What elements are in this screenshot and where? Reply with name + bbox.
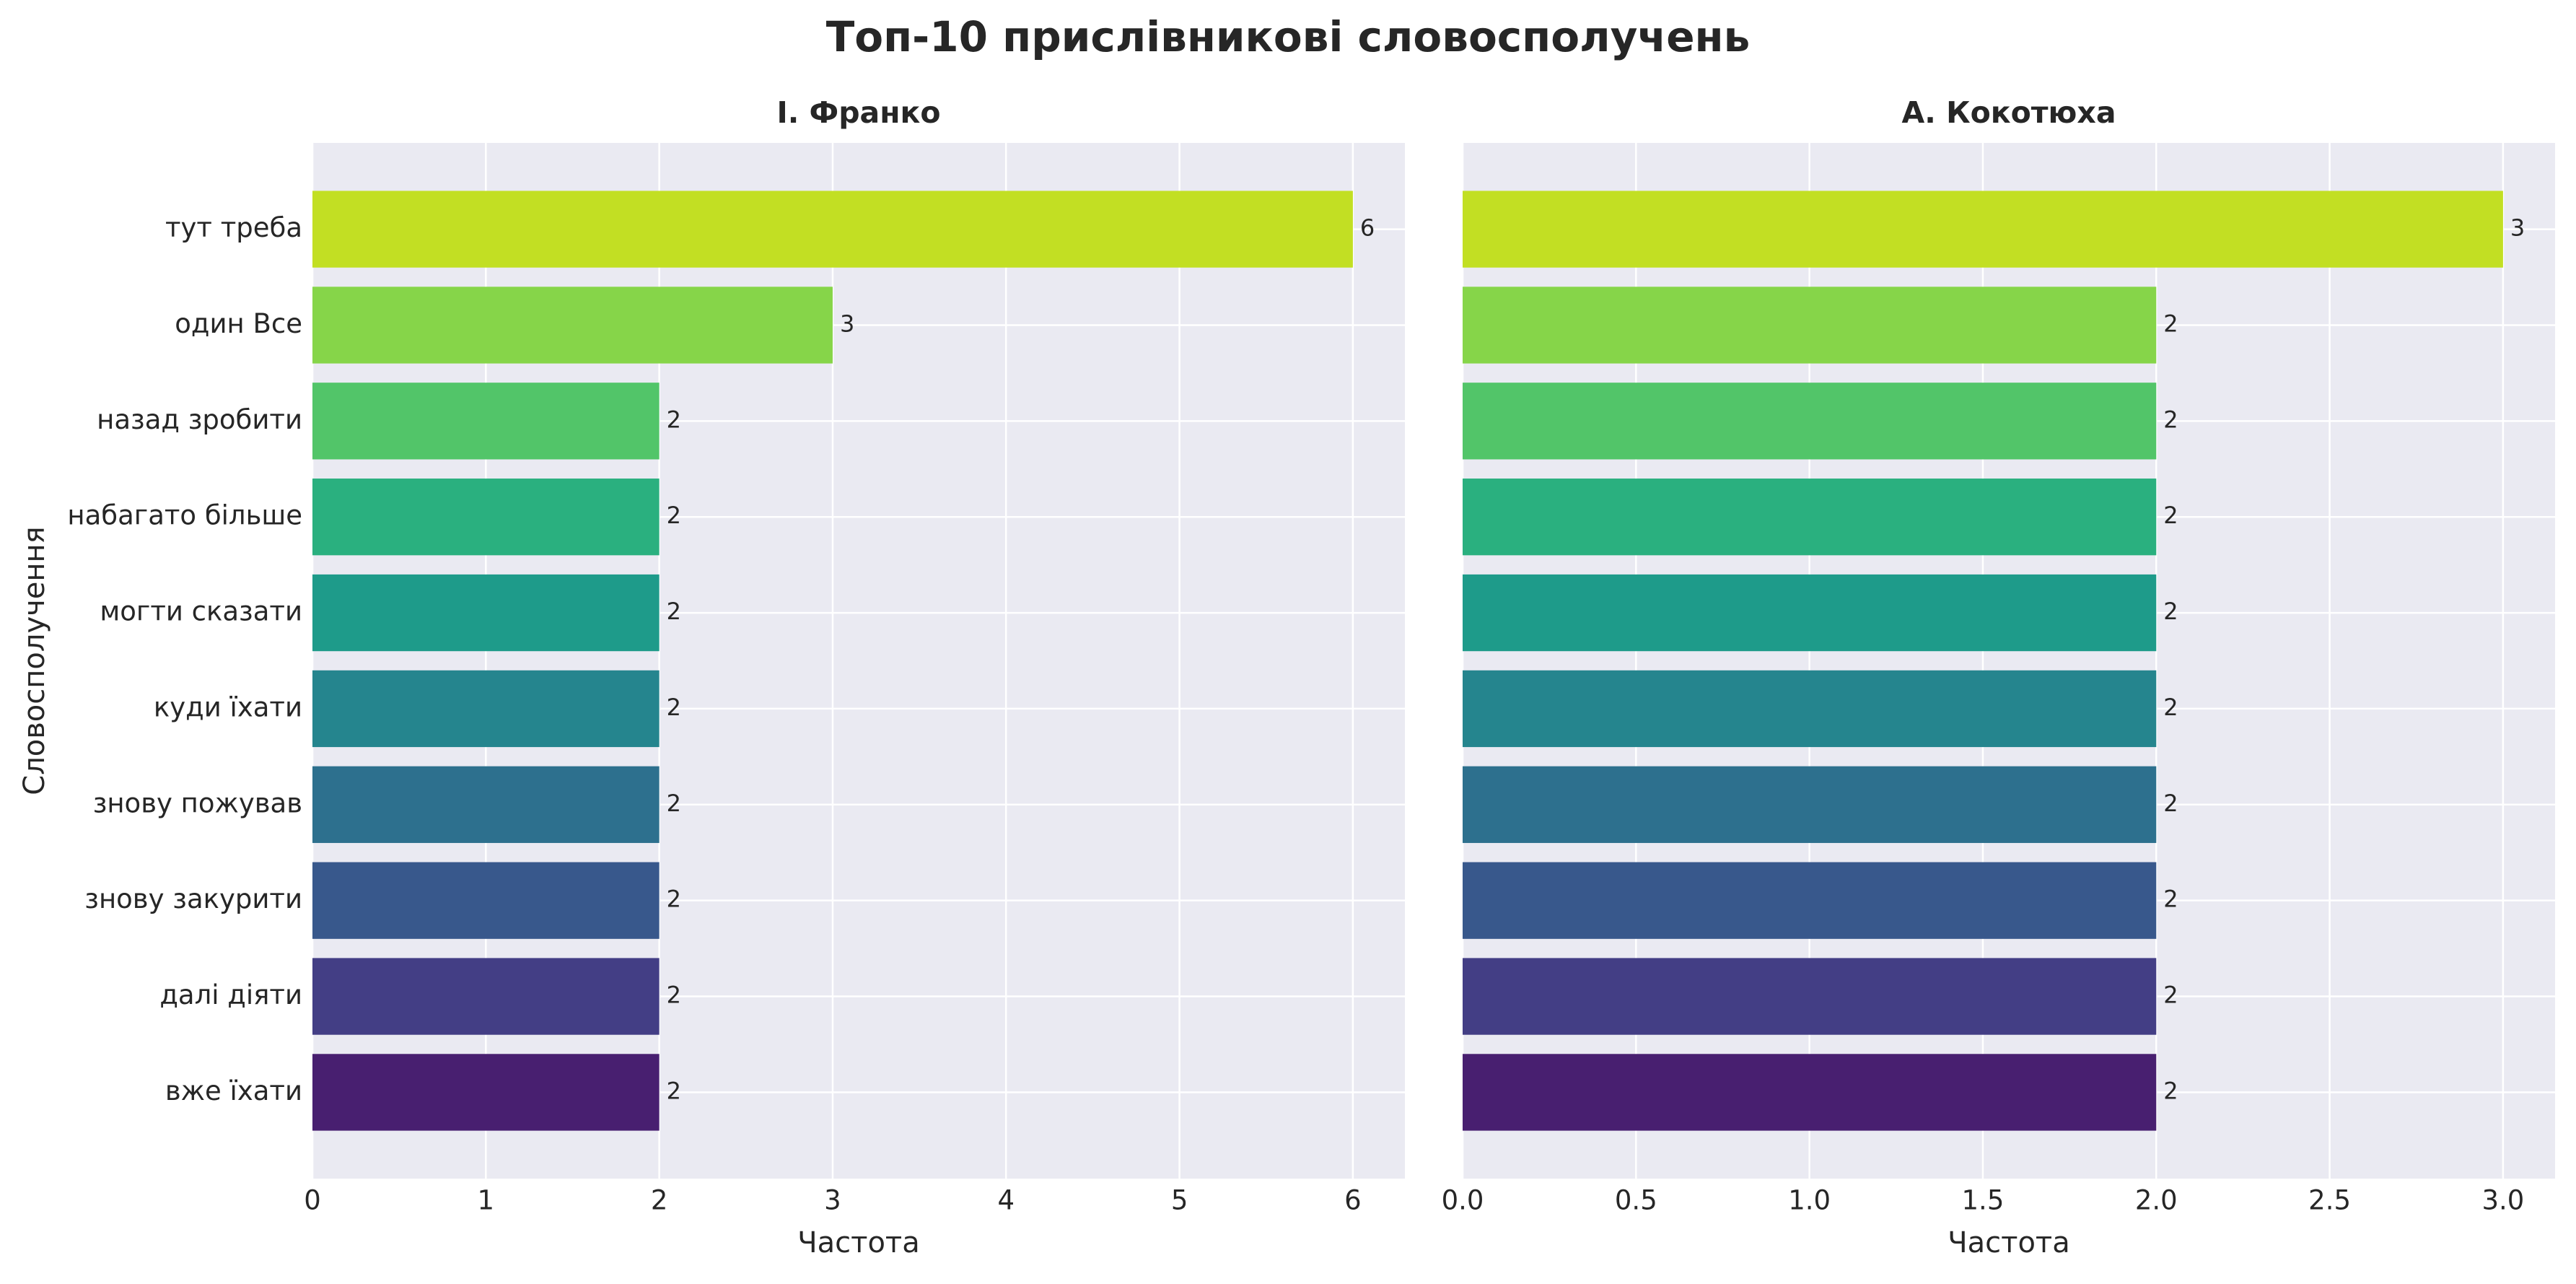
bar [1463, 1054, 2157, 1131]
bar [1463, 383, 2157, 460]
y-tick-label: могти сказати [100, 596, 302, 627]
value-label: 2 [667, 598, 681, 625]
bar [1463, 766, 2157, 843]
bar [312, 479, 660, 556]
value-label: 2 [667, 1077, 681, 1104]
bar [1463, 574, 2157, 652]
y-tick-label: вже їхати [165, 1075, 302, 1106]
value-label: 2 [2163, 1077, 2178, 1104]
x-tick-label: 0.5 [1615, 1185, 1657, 1216]
bar [312, 766, 660, 843]
bar [312, 191, 1353, 268]
value-label: 2 [667, 694, 681, 721]
bar [312, 670, 660, 748]
x-axis-label: Частота [1948, 1226, 2070, 1259]
bar [312, 287, 833, 364]
y-tick-label: набагато більше [67, 500, 302, 531]
bar [312, 574, 660, 652]
bar [1463, 287, 2157, 364]
x-tick-label: 2.0 [2135, 1185, 2178, 1216]
y-tick-label: знову пожував [93, 787, 302, 818]
y-tick-label: один Все [175, 308, 302, 339]
bar [1463, 191, 2503, 268]
bar [312, 1054, 660, 1131]
x-tick-label: 1 [478, 1185, 495, 1216]
x-tick-label: 2 [651, 1185, 668, 1216]
x-tick-label: 3 [824, 1185, 841, 1216]
value-label: 3 [2510, 214, 2525, 242]
subplot-title: І. Франко [776, 95, 940, 130]
value-label: 2 [667, 982, 681, 1009]
x-axis-label: Частота [797, 1226, 920, 1259]
y-tick-label: назад зробити [97, 404, 302, 435]
value-label: 2 [667, 406, 681, 433]
y-axis-label: Словосполучення [18, 526, 51, 795]
x-tick-label: 1.0 [1788, 1185, 1831, 1216]
bar [312, 862, 660, 939]
value-label: 2 [2163, 694, 2178, 721]
value-label: 3 [840, 310, 854, 337]
bar [1463, 958, 2157, 1035]
bar [312, 958, 660, 1035]
bar [1463, 862, 2157, 939]
bar [312, 383, 660, 460]
y-tick-label: куди їхати [154, 691, 302, 722]
x-tick-label: 0.0 [1442, 1185, 1484, 1216]
value-label: 2 [667, 886, 681, 913]
value-label: 2 [2163, 310, 2178, 337]
x-tick-label: 5 [1171, 1185, 1188, 1216]
x-tick-label: 3.0 [2481, 1185, 2524, 1216]
y-tick-label: тут треба [165, 212, 302, 243]
value-label: 2 [667, 790, 681, 817]
x-tick-label: 1.5 [1962, 1185, 2005, 1216]
value-label: 2 [2163, 598, 2178, 625]
y-tick-label: далі діяти [159, 979, 302, 1010]
figure-title: Топ-10 прислівникові словосполучень [826, 12, 1751, 61]
value-label: 2 [2163, 406, 2178, 433]
value-label: 2 [2163, 982, 2178, 1009]
subplot-title: А. Кокотюха [1902, 95, 2116, 130]
value-label: 2 [667, 502, 681, 529]
y-tick-label: знову закурити [84, 883, 302, 914]
value-label: 2 [2163, 790, 2178, 817]
value-label: 2 [2163, 502, 2178, 529]
bar [1463, 479, 2157, 556]
value-label: 2 [2163, 886, 2178, 913]
value-label: 6 [1360, 214, 1375, 242]
x-tick-label: 6 [1344, 1185, 1362, 1216]
x-tick-label: 4 [997, 1185, 1015, 1216]
bar [1463, 670, 2157, 748]
x-tick-label: 0 [304, 1185, 321, 1216]
x-tick-label: 2.5 [2308, 1185, 2351, 1216]
